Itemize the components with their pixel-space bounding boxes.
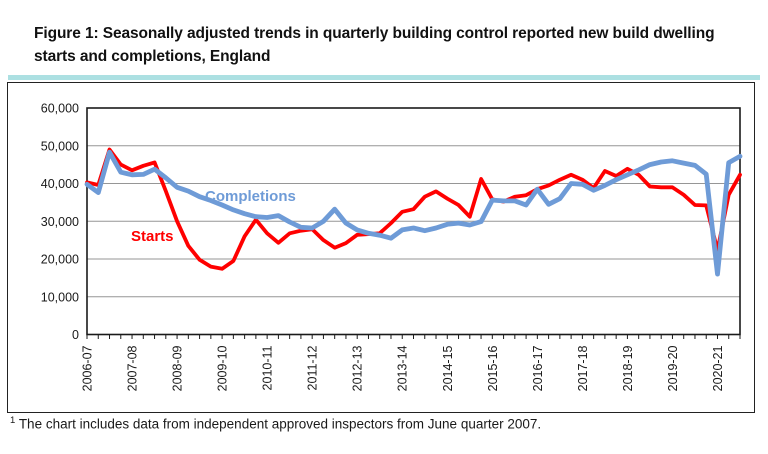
footnote-text: The chart includes data from independent… [18,416,542,432]
figure-title: Figure 1: Seasonally adjusted trends in … [34,25,715,65]
starts-series-label: Starts [131,228,174,245]
chart-container [7,82,755,413]
footnote: 1 The chart includes data from independe… [10,415,541,432]
title-underline [8,75,760,80]
completions-series-label: Completions [205,188,296,205]
footnote-marker: 1 [10,415,16,426]
